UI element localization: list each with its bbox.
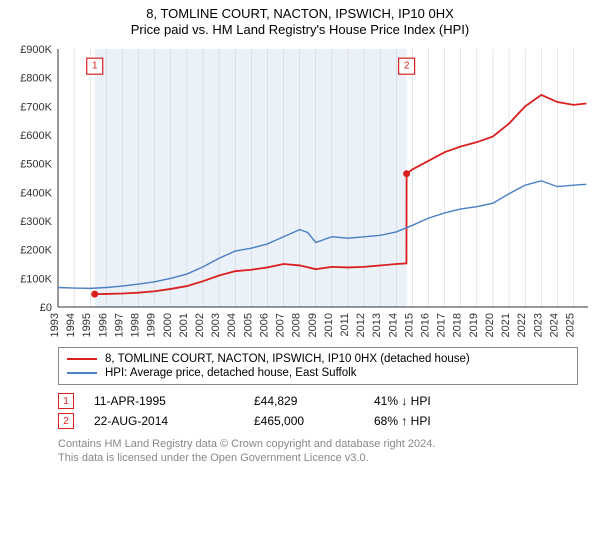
svg-text:£600K: £600K (20, 130, 52, 142)
svg-text:2022: 2022 (516, 313, 528, 337)
svg-text:2021: 2021 (500, 313, 512, 337)
svg-text:2020: 2020 (484, 313, 496, 337)
svg-text:£700K: £700K (20, 101, 52, 113)
svg-text:2024: 2024 (548, 313, 560, 337)
sale-row: 2 22-AUG-2014 £465,000 68% ↑ HPI (58, 411, 578, 431)
svg-text:2013: 2013 (371, 313, 383, 337)
svg-text:1: 1 (92, 61, 98, 72)
sale-marker-icon: 1 (58, 393, 74, 409)
svg-text:2002: 2002 (194, 313, 206, 337)
sale-delta: 41% ↓ HPI (374, 394, 494, 408)
sale-date: 11-APR-1995 (94, 394, 234, 408)
svg-text:2012: 2012 (355, 313, 367, 337)
svg-text:2001: 2001 (178, 313, 190, 337)
svg-text:2000: 2000 (162, 313, 174, 337)
svg-text:£300K: £300K (20, 216, 52, 228)
svg-text:2: 2 (404, 61, 410, 72)
sale-delta: 68% ↑ HPI (374, 414, 494, 428)
svg-text:1993: 1993 (49, 313, 61, 337)
svg-text:£400K: £400K (20, 187, 52, 199)
svg-text:1998: 1998 (130, 313, 142, 337)
svg-text:2005: 2005 (242, 313, 254, 337)
sale-marker-icon: 2 (58, 413, 74, 429)
legend-swatch (67, 372, 97, 374)
legend-item: HPI: Average price, detached house, East… (67, 366, 569, 380)
svg-text:2014: 2014 (387, 313, 399, 337)
svg-text:2015: 2015 (403, 313, 415, 337)
svg-text:£800K: £800K (20, 73, 52, 85)
svg-text:1999: 1999 (146, 313, 158, 337)
svg-text:2010: 2010 (323, 313, 335, 337)
legend-label: HPI: Average price, detached house, East… (105, 367, 356, 379)
svg-text:2011: 2011 (339, 313, 351, 337)
svg-text:2023: 2023 (532, 313, 544, 337)
legend-swatch (67, 358, 97, 360)
svg-text:£0: £0 (40, 302, 52, 314)
svg-text:1995: 1995 (81, 313, 93, 337)
svg-text:2019: 2019 (468, 313, 480, 337)
svg-text:2007: 2007 (275, 313, 287, 337)
svg-text:£900K: £900K (20, 44, 52, 56)
legend-item: 8, TOMLINE COURT, NACTON, IPSWICH, IP10 … (67, 352, 569, 366)
chart-title: 8, TOMLINE COURT, NACTON, IPSWICH, IP10 … (8, 6, 592, 21)
footer-attribution: Contains HM Land Registry data © Crown c… (58, 437, 578, 466)
svg-text:2004: 2004 (226, 313, 238, 337)
svg-text:2008: 2008 (291, 313, 303, 337)
legend: 8, TOMLINE COURT, NACTON, IPSWICH, IP10 … (58, 347, 578, 385)
sale-dot-1 (91, 291, 98, 298)
sale-price: £465,000 (254, 414, 354, 428)
line-chart: 1993 1994 1995 1996 1997 1998 1999 2000 2001 2002… (8, 41, 592, 341)
legend-label: 8, TOMLINE COURT, NACTON, IPSWICH, IP10 … (105, 353, 470, 365)
chart-area: 1993 1994 1995 1996 1997 1998 1999 2000 2001 2002… (8, 41, 592, 341)
footer-line-2: This data is licensed under the Open Gov… (58, 451, 578, 465)
svg-text:2025: 2025 (565, 313, 577, 337)
svg-text:£200K: £200K (20, 245, 52, 257)
sale-price: £44,829 (254, 394, 354, 408)
sale-dot-2 (403, 170, 410, 177)
footer-line-1: Contains HM Land Registry data © Crown c… (58, 437, 578, 451)
chart-subtitle: Price paid vs. HM Land Registry's House … (8, 22, 592, 37)
sales-table: 1 11-APR-1995 £44,829 41% ↓ HPI 2 22-AUG-2014… (58, 391, 578, 431)
svg-text:1996: 1996 (97, 313, 109, 337)
svg-text:2016: 2016 (420, 313, 432, 337)
svg-text:£500K: £500K (20, 159, 52, 171)
svg-text:2006: 2006 (258, 313, 270, 337)
svg-text:1997: 1997 (113, 313, 125, 337)
sale-date: 22-AUG-2014 (94, 414, 234, 428)
svg-text:1994: 1994 (65, 313, 77, 337)
svg-text:2003: 2003 (210, 313, 222, 337)
sale-row: 1 11-APR-1995 £44,829 41% ↓ HPI (58, 391, 578, 411)
svg-text:2017: 2017 (436, 313, 448, 337)
svg-text:2009: 2009 (307, 313, 319, 337)
svg-text:2018: 2018 (452, 313, 464, 337)
svg-text:£100K: £100K (20, 273, 52, 285)
